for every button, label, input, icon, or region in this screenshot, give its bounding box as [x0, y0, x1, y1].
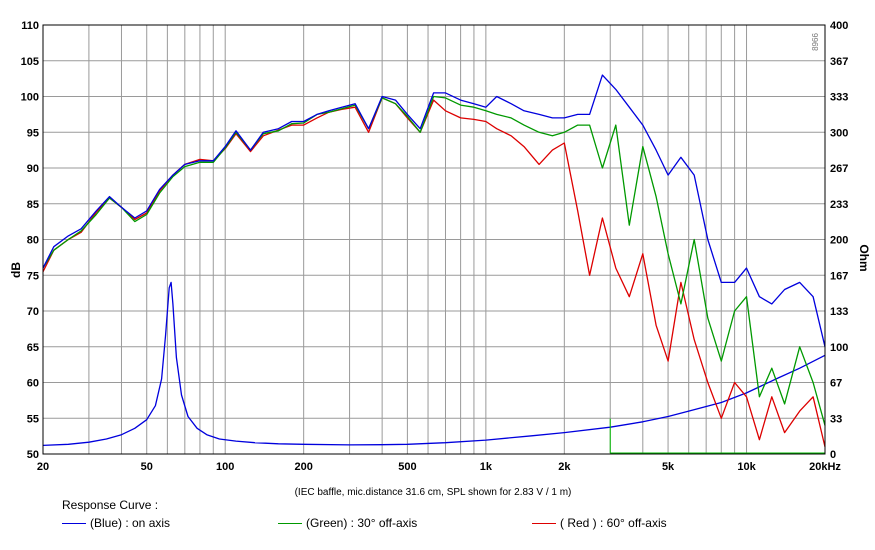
y-axis-label: dB — [9, 262, 23, 278]
y2-tick-label: 333 — [830, 92, 848, 104]
y-tick-label: 70 — [27, 306, 39, 318]
y-tick-label: 90 — [27, 163, 39, 175]
y2-tick-label: 367 — [830, 56, 848, 68]
series-line-blue-on-axis — [42, 74, 826, 347]
y2-tick-label: 33 — [830, 413, 842, 425]
y2-axis-label: Ohm — [857, 244, 871, 271]
series-line-green-30deg — [42, 95, 826, 426]
x-tick-label: 500 — [398, 461, 416, 473]
legend-swatch-green — [278, 522, 302, 524]
y2-tick-label: 100 — [830, 342, 848, 354]
legend: Response Curve : (Blue) : on axis (Green… — [0, 498, 875, 548]
x-tick-label: 1k — [480, 461, 493, 473]
x-tick-label: 200 — [294, 461, 312, 473]
legend-swatch-blue — [62, 522, 86, 524]
y2-tick-label: 400 — [830, 20, 848, 32]
y2-tick-label: 133 — [830, 306, 848, 318]
y-tick-label: 110 — [21, 20, 39, 32]
legend-item-green: (Green) : 30° off-axis — [278, 516, 417, 530]
grid — [43, 25, 825, 454]
y-tick-label: 100 — [21, 92, 39, 104]
legend-label-blue: (Blue) : on axis — [90, 516, 171, 530]
y-tick-label: 95 — [27, 127, 39, 139]
y-tick-label: 65 — [27, 342, 39, 354]
y2-tick-label: 233 — [830, 199, 848, 211]
y2-tick-label: 200 — [830, 235, 848, 247]
legend-label-green: (Green) : 30° off-axis — [306, 516, 418, 530]
y-tick-label: 60 — [27, 378, 39, 390]
y-tick-label: 50 — [27, 449, 39, 461]
legend-swatch-red — [532, 522, 556, 524]
legend-item-blue: (Blue) : on axis — [62, 516, 170, 530]
x-tick-label: 10k — [737, 461, 756, 473]
x-tick-label: 20kHz — [809, 461, 841, 473]
legend-title: Response Curve : — [62, 498, 159, 512]
frequency-response-chart: 20 50 100 200 500 1k 2k 5k 10k 20kHz5055606570758… — [9, 20, 871, 498]
x-tick-label: 50 — [141, 461, 153, 473]
y-tick-label: 80 — [27, 235, 39, 247]
x-tick-label: 20 — [37, 461, 49, 473]
series-line-red-60deg — [42, 97, 826, 448]
legend-label-red: ( Red ) : 60° off-axis — [560, 516, 667, 530]
y2-tick-label: 300 — [830, 127, 848, 139]
measurement-note: (IEC baffle, mic.distance 31.6 cm, SPL s… — [295, 487, 572, 498]
y-tick-label: 75 — [27, 270, 39, 282]
y2-tick-label: 267 — [830, 163, 848, 175]
y2-tick-label: 0 — [830, 449, 836, 461]
x-tick-label: 5k — [662, 461, 675, 473]
corner-code: 8966 — [811, 33, 820, 51]
y-tick-label: 55 — [27, 413, 39, 425]
axis-ticks: 20 50 100 200 500 1k 2k 5k 10k 20kHz5055606570758… — [21, 20, 849, 473]
curves — [42, 74, 826, 454]
y-tick-label: 105 — [21, 56, 39, 68]
legend-item-red: ( Red ) : 60° off-axis — [532, 516, 667, 530]
y2-tick-label: 167 — [830, 270, 848, 282]
x-tick-label: 100 — [216, 461, 234, 473]
y2-tick-label: 67 — [830, 378, 842, 390]
plot-frame — [42, 24, 826, 455]
y-tick-label: 85 — [27, 199, 39, 211]
x-tick-label: 2k — [558, 461, 571, 473]
series-line-impedance — [42, 281, 826, 447]
